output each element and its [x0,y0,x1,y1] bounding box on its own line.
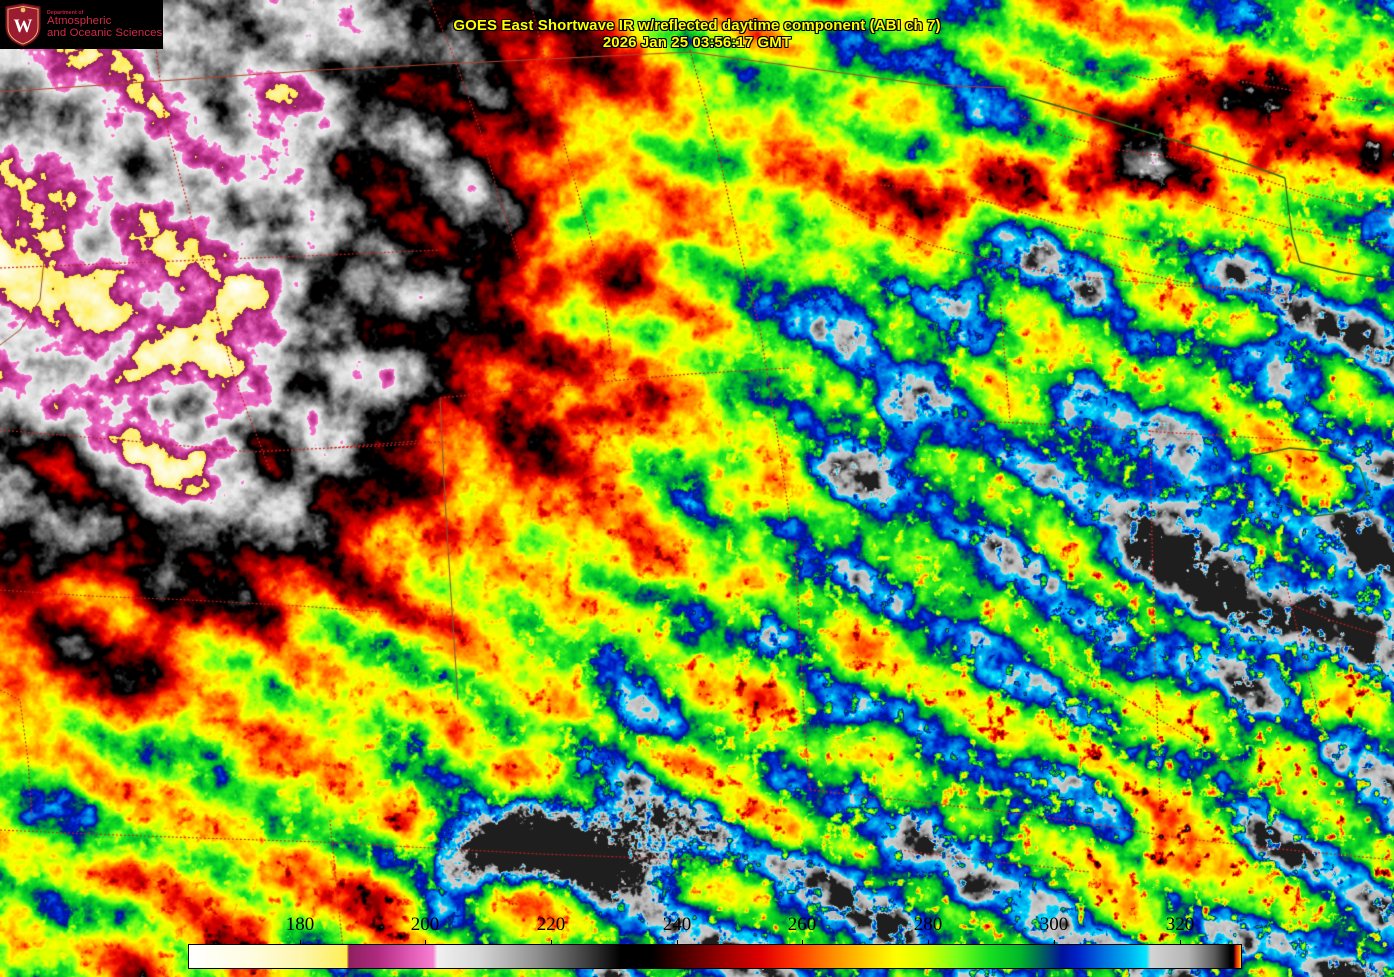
colorbar-tick-240 [677,940,678,945]
colorbar-gradient-bar [188,944,1242,969]
colorbar-tick-220 [551,940,552,945]
colorbar-tick-280 [928,940,929,945]
colorbar-tick-320 [1180,940,1181,945]
colorbar-tick-200 [425,940,426,945]
colorbar-label-300: 300 [1039,914,1069,935]
colorbar-label-200: 200 [410,914,440,935]
logo-department-label: Department of [47,9,84,16]
temperature-colorbar: 180 200 220 240 260 280 300 320 [188,914,1242,970]
colorbar-label-260: 260 [787,914,817,935]
colorbar-tick-marks [188,940,1242,945]
colorbar-label-180: 180 [285,914,315,935]
logo-line2: and Oceanic Sciences [47,26,163,39]
colorbar-tick-180 [300,940,301,945]
logo-line1: Atmospheric [47,15,112,28]
colorbar-label-240: 240 [662,914,692,935]
colorbar-tick-labels: 180 200 220 240 260 280 300 320 [188,913,1242,940]
uw-crest-icon: W [3,2,43,47]
colorbar-tick-300 [1054,940,1055,945]
colorbar-tick-260 [802,940,803,945]
uw-aos-logo: W Department of Atmospheric and Oceanic … [0,0,163,49]
svg-text:W: W [14,16,33,37]
colorbar-label-280: 280 [913,914,943,935]
colorbar-label-220: 220 [536,914,566,935]
colorbar-label-320: 320 [1165,914,1195,935]
